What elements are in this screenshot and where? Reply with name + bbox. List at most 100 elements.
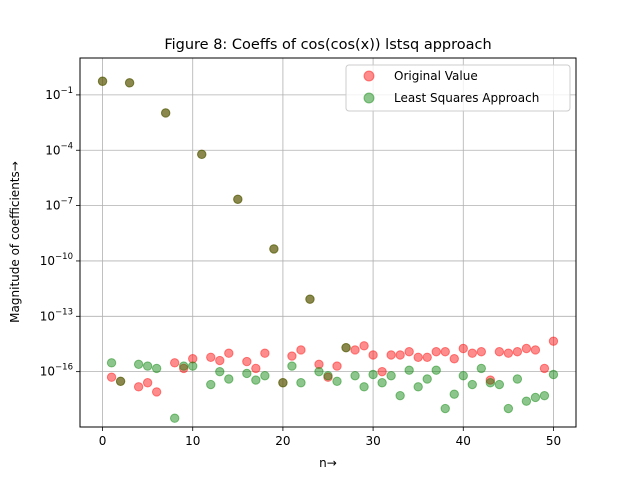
data-point	[197, 149, 207, 160]
data-point	[233, 194, 243, 204]
chart-title: Figure 8: Coeffs of cos(cos(x)) lstsq ap…	[164, 37, 491, 53]
data-point	[296, 345, 306, 355]
data-point	[386, 371, 396, 381]
data-point	[269, 244, 279, 254]
data-point	[160, 108, 171, 118]
data-point	[521, 343, 532, 354]
data-point	[323, 371, 333, 381]
y-tick-label: 10−16	[40, 363, 73, 379]
plot-frame	[79, 57, 577, 428]
data-point	[386, 350, 396, 360]
data-point	[206, 352, 216, 362]
legend-label-least-squares: Least Squares Approach	[394, 91, 539, 105]
data-point	[179, 363, 189, 374]
data-point	[476, 363, 487, 374]
data-point	[404, 347, 414, 357]
data-point	[215, 366, 225, 377]
data-point	[305, 294, 315, 304]
data-point	[242, 356, 252, 367]
data-point	[296, 378, 306, 388]
data-point	[467, 379, 477, 390]
data-point	[197, 149, 207, 160]
y-axis-ticks: 10−16 10−13 10−10 10−7 10−4 10−1	[40, 86, 80, 379]
data-point	[431, 365, 441, 375]
legend-marker-original-value	[363, 70, 375, 82]
data-point	[350, 345, 360, 355]
data-point	[368, 369, 378, 380]
data-point	[133, 382, 144, 392]
data-point	[503, 348, 514, 358]
data-point	[124, 78, 135, 88]
legend-marker-least-squares	[363, 92, 375, 104]
x-tick-label: 30	[365, 434, 380, 448]
x-tick-label: 40	[456, 434, 471, 448]
data-point	[97, 76, 108, 86]
data-point	[458, 371, 468, 381]
data-point	[431, 347, 441, 357]
data-point	[395, 390, 405, 401]
data-point	[124, 78, 135, 88]
data-point	[215, 355, 225, 366]
data-point	[251, 375, 261, 385]
data-point	[476, 347, 487, 357]
data-point	[485, 375, 496, 385]
data-point	[413, 382, 423, 392]
data-point	[413, 352, 423, 362]
data-point	[395, 350, 405, 360]
data-point	[106, 372, 117, 382]
data-point	[269, 244, 279, 254]
data-point	[368, 350, 378, 360]
data-point	[404, 365, 414, 375]
data-point	[115, 376, 126, 386]
data-point	[242, 368, 252, 379]
x-axis-label: n→	[319, 456, 337, 470]
data-point	[287, 351, 297, 361]
data-point	[539, 363, 550, 374]
data-point	[188, 354, 198, 364]
data-point	[151, 387, 162, 397]
legend-label-original-value: Original Value	[394, 69, 478, 83]
data-point	[494, 347, 505, 357]
x-tick-label: 50	[546, 434, 561, 448]
data-point	[97, 76, 108, 86]
grid	[80, 58, 576, 427]
data-point	[133, 359, 144, 370]
data-point	[341, 342, 351, 353]
data-point	[485, 378, 496, 388]
data-point	[169, 358, 180, 368]
data-point	[206, 379, 216, 390]
data-point	[350, 371, 360, 381]
data-point	[151, 363, 162, 374]
data-point	[169, 413, 180, 423]
x-tick-label: 0	[99, 434, 107, 448]
data-point	[287, 361, 297, 371]
data-point	[440, 403, 450, 414]
y-tick-label: 10−4	[45, 141, 73, 157]
data-point	[449, 389, 459, 399]
data-point	[458, 343, 468, 354]
series-1	[97, 76, 559, 423]
data-point	[224, 374, 234, 384]
data-point	[422, 374, 432, 384]
data-point	[512, 347, 523, 357]
data-point	[323, 372, 333, 382]
y-axis-label: Magnitude of coefficients→	[8, 161, 22, 323]
data-point	[494, 379, 505, 390]
y-tick-label: 10−13	[40, 307, 73, 323]
x-axis-ticks: 0 10 20 30 40 50	[99, 427, 561, 448]
data-point	[548, 336, 559, 346]
data-point	[179, 361, 189, 371]
series-0	[97, 76, 559, 397]
data-point	[530, 345, 541, 355]
data-point	[359, 341, 369, 351]
data-point	[503, 403, 514, 414]
y-tick-label: 10−1	[45, 86, 73, 102]
data-point	[314, 359, 324, 370]
data-point	[512, 374, 523, 384]
data-point	[467, 348, 477, 358]
legend-box	[345, 64, 571, 112]
data-point	[377, 378, 387, 388]
data-point	[188, 361, 198, 371]
data-point	[251, 363, 261, 374]
